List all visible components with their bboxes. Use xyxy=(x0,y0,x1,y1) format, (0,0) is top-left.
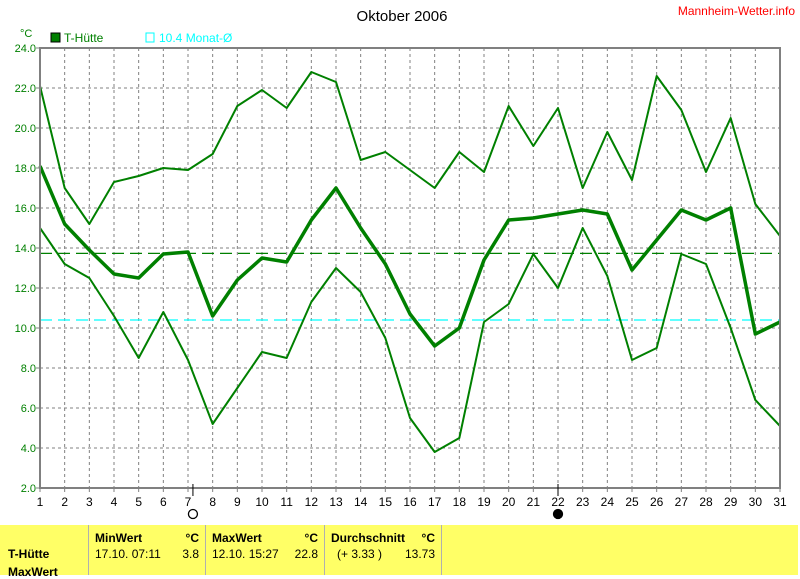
x-tick-label: 26 xyxy=(650,495,664,509)
x-tick-label: 11 xyxy=(280,495,293,509)
legend-series-label: T-Hütte xyxy=(64,31,104,45)
full-moon-open-circle-icon xyxy=(188,510,197,519)
x-tick-label: 17 xyxy=(428,495,442,509)
y-tick-label: 4.0 xyxy=(21,443,36,455)
chart-title: Oktober 2006 xyxy=(357,8,448,25)
x-tick-label: 28 xyxy=(699,495,713,509)
x-tick-label: 23 xyxy=(576,495,590,509)
series-line-min xyxy=(40,228,780,452)
new-moon-filled-circle-icon xyxy=(554,510,563,519)
x-tick-label: 19 xyxy=(477,495,491,509)
x-tick-label: 13 xyxy=(329,495,343,509)
min-unit: °C xyxy=(186,531,199,545)
y-tick-label: 24.0 xyxy=(15,43,36,55)
x-tick-label: 10 xyxy=(255,495,269,509)
y-tick-label: 2.0 xyxy=(21,483,36,495)
x-tick-label: 1 xyxy=(37,495,44,509)
max-datetime: 12.10. 15:27 xyxy=(212,547,279,561)
x-tick-label: 31 xyxy=(773,495,787,509)
x-tick-label: 7 xyxy=(185,495,192,509)
avg-column: Durchschnitt °C (+ 3.33 ) 13.73 xyxy=(324,525,442,575)
x-tick-label: 15 xyxy=(379,495,393,509)
x-tick-label: 3 xyxy=(86,495,93,509)
x-tick-label: 29 xyxy=(724,495,738,509)
x-tick-label: 18 xyxy=(453,495,467,509)
max-column: MaxWert °C 12.10. 15:27 22.8 xyxy=(205,525,324,575)
y-tick-label: 8.0 xyxy=(21,363,36,375)
y-tick-label: 14.0 xyxy=(15,243,36,255)
x-tick-label: 2 xyxy=(61,495,68,509)
avg-value: 13.73 xyxy=(405,547,435,561)
stats-panel: T-Hütte MaxWert MinWert °C 17.10. 07:11 … xyxy=(0,525,798,575)
x-tick-label: 30 xyxy=(749,495,763,509)
x-tick-label: 20 xyxy=(502,495,516,509)
max-value: 22.8 xyxy=(295,547,318,561)
stats-row-label: T-Hütte xyxy=(8,547,49,561)
x-tick-label: 12 xyxy=(305,495,319,509)
max-unit: °C xyxy=(305,531,318,545)
min-value: 3.8 xyxy=(182,547,199,561)
x-tick-label: 9 xyxy=(234,495,241,509)
min-column: MinWert °C 17.10. 07:11 3.8 xyxy=(88,525,205,575)
min-header: MinWert xyxy=(95,531,142,545)
temperature-chart: Oktober 2006 Mannheim-Wetter.info °C T-H… xyxy=(0,0,800,525)
x-tick-label: 27 xyxy=(675,495,689,509)
avg-header: Durchschnitt xyxy=(331,531,405,545)
avg-unit: °C xyxy=(422,531,435,545)
stats-next-row-label: MaxWert xyxy=(8,565,58,579)
site-name[interactable]: Mannheim-Wetter.info xyxy=(678,4,795,18)
y-tick-label: 12.0 xyxy=(15,283,36,295)
x-tick-label: 22 xyxy=(551,495,565,509)
legend-reference-icon xyxy=(146,33,154,42)
x-tick-label: 21 xyxy=(527,495,541,509)
y-unit-label: °C xyxy=(20,28,32,40)
x-tick-label: 24 xyxy=(601,495,615,509)
max-header: MaxWert xyxy=(212,531,262,545)
y-tick-label: 6.0 xyxy=(21,403,36,415)
x-tick-label: 6 xyxy=(160,495,167,509)
x-tick-label: 8 xyxy=(209,495,216,509)
x-tick-label: 5 xyxy=(135,495,142,509)
legend-swatch-icon xyxy=(51,33,60,42)
y-tick-label: 10.0 xyxy=(15,323,36,335)
min-datetime: 17.10. 07:11 xyxy=(95,547,161,561)
x-tick-label: 16 xyxy=(403,495,417,509)
y-tick-label: 16.0 xyxy=(15,203,36,215)
avg-deviation: (+ 3.33 ) xyxy=(337,547,382,561)
y-tick-label: 18.0 xyxy=(15,163,36,175)
y-tick-label: 22.0 xyxy=(15,83,36,95)
x-tick-label: 14 xyxy=(354,495,368,509)
x-tick-label: 4 xyxy=(111,495,118,509)
x-tick-label: 25 xyxy=(625,495,639,509)
y-tick-label: 20.0 xyxy=(15,123,36,135)
legend-reference-label: 10.4 Monat-Ø xyxy=(159,31,232,45)
